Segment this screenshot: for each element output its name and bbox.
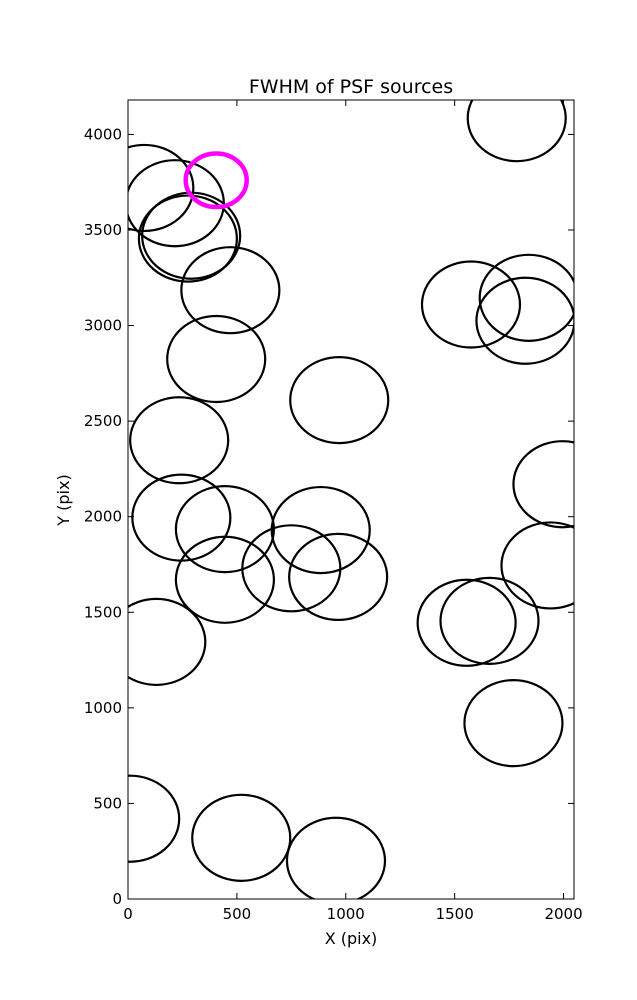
psf-source-circle xyxy=(129,396,230,485)
y-tick-label: 3500 xyxy=(84,221,122,239)
psf-source-circle xyxy=(180,246,281,335)
psf-source-circle xyxy=(420,260,522,349)
plot-frame xyxy=(127,99,575,900)
psf-source-circle xyxy=(288,532,389,622)
psf-source-circle xyxy=(475,276,574,365)
psf-source-circle xyxy=(439,576,540,665)
psf-source-circle xyxy=(191,793,292,882)
x-axis: 0 500 1000 1500 2000 xyxy=(123,100,583,923)
psf-source-circle xyxy=(128,143,195,233)
y-tick-label: 2500 xyxy=(84,412,122,430)
psf-source-circle xyxy=(463,679,564,768)
y-tick-label: 4000 xyxy=(84,125,122,143)
psf-source-circle xyxy=(128,774,181,863)
x-tick-label: 1000 xyxy=(327,905,365,923)
x-axis-label: X (pix) xyxy=(325,929,378,948)
psf-source-circle xyxy=(137,194,238,283)
psf-source-circle xyxy=(512,440,574,529)
y-tick-label: 2000 xyxy=(84,508,122,526)
y-axis-label: Y (pix) xyxy=(54,474,73,526)
x-tick-label: 500 xyxy=(223,905,252,923)
y-tick-label: 3000 xyxy=(84,317,122,335)
psf-source-circle xyxy=(270,485,371,575)
y-tick-label: 1500 xyxy=(84,603,122,621)
psf-source-circle xyxy=(478,253,574,342)
psf-source-circle xyxy=(289,355,390,445)
psf-source-circle xyxy=(128,597,207,687)
psf-source-circle xyxy=(174,535,276,624)
psf-source-circle xyxy=(166,314,267,404)
x-tick-label: 2000 xyxy=(544,905,582,923)
psf-circles xyxy=(128,100,574,899)
psf-source-circle xyxy=(241,524,342,613)
psf-source-circle xyxy=(416,578,517,667)
y-tick-label: 500 xyxy=(93,794,122,812)
psf-source-circle xyxy=(466,100,567,163)
x-tick-label: 0 xyxy=(123,905,133,923)
psf-source-circle xyxy=(285,816,387,899)
y-tick-label: 1000 xyxy=(84,699,122,717)
highlighted-source-circle xyxy=(183,151,249,210)
psf-source-circle xyxy=(500,521,574,610)
y-axis: 0 500 1000 1500 2000 2500 3000 3500 4000 xyxy=(84,125,574,908)
y-tick-label: 0 xyxy=(112,890,122,908)
x-tick-label: 1500 xyxy=(436,905,474,923)
chart-title: FWHM of PSF sources xyxy=(249,76,453,98)
